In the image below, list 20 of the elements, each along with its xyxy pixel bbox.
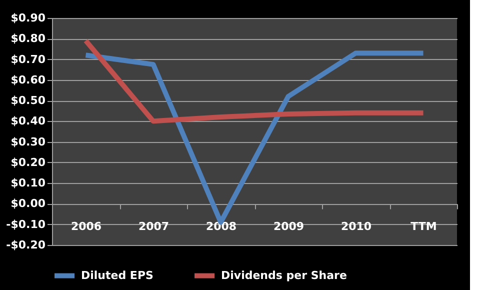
y-tick-label: $0.80 <box>10 32 46 46</box>
x-tick-label: 2008 <box>206 220 237 234</box>
x-tick-label: TTM <box>410 220 437 234</box>
y-tick-label: $0.70 <box>10 52 46 66</box>
y-tick-label: $0.20 <box>10 156 46 169</box>
y-tick-label: -$0.20 <box>6 238 46 252</box>
x-tick-label: 2010 <box>340 220 372 234</box>
legend-label: Dividends per Share <box>221 268 347 282</box>
y-tick-label: $0.90 <box>10 12 46 24</box>
y-tick-label: $0.60 <box>10 73 46 86</box>
y-tick-label: $0.10 <box>10 176 46 190</box>
x-tick-label: 2006 <box>70 220 102 234</box>
y-tick-label: $0.30 <box>10 135 46 148</box>
x-tick-label: 2007 <box>138 220 170 234</box>
y-tick-label: $0.00 <box>10 197 46 210</box>
y-tick-label: -$0.10 <box>6 218 46 231</box>
legend-label: Diluted EPS <box>81 268 154 282</box>
y-tick-label: $0.50 <box>10 94 46 108</box>
y-tick-label: $0.40 <box>10 114 46 128</box>
x-tick-label: 2009 <box>273 220 304 234</box>
